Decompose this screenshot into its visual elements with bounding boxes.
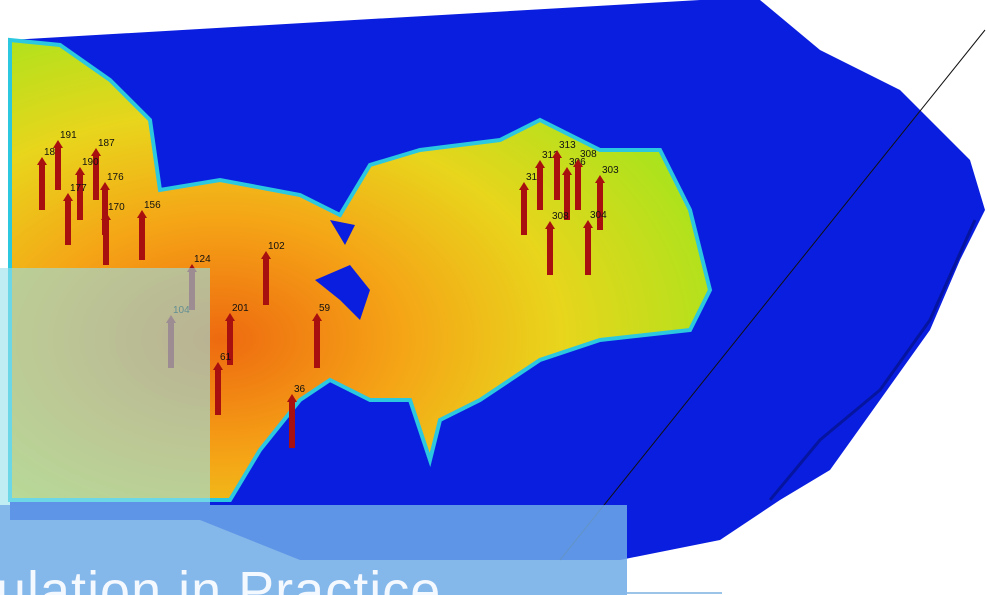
- well-label: 201: [232, 303, 249, 314]
- well-shaft: [521, 188, 527, 235]
- well-shaft: [139, 216, 145, 260]
- banner-title: ulation in Practice: [0, 560, 441, 595]
- well-label: 170: [108, 202, 125, 213]
- well-shaft: [575, 165, 581, 210]
- well-label: 308: [552, 211, 569, 222]
- overlay-panel: [0, 268, 210, 505]
- well-label: 36: [294, 384, 306, 395]
- well-label: 102: [268, 241, 285, 252]
- well-label: 190: [82, 157, 99, 168]
- well-shaft: [65, 199, 71, 245]
- well-shaft: [597, 181, 603, 230]
- well-shaft: [314, 319, 320, 368]
- well-label: 176: [107, 172, 124, 183]
- well-shaft: [263, 257, 269, 305]
- banner-rule: [627, 592, 722, 594]
- well-shaft: [103, 218, 109, 265]
- well-shaft: [77, 173, 83, 220]
- screenshot: 1891911871901771761701561241021042015961…: [0, 0, 987, 595]
- well-shaft: [554, 156, 560, 200]
- well-label: 308: [580, 149, 597, 160]
- well-label: 177: [70, 183, 87, 194]
- well-label: 156: [144, 200, 161, 211]
- well-label: 124: [194, 254, 211, 265]
- well-label: 313: [559, 140, 576, 151]
- well-shaft: [547, 227, 553, 275]
- well-label: 59: [319, 303, 331, 314]
- well-shaft: [289, 400, 295, 448]
- well-shaft: [215, 368, 221, 415]
- well-shaft: [537, 166, 543, 210]
- well-shaft: [39, 163, 45, 210]
- well-label: 191: [60, 130, 77, 141]
- well-label: 304: [590, 210, 607, 221]
- well-label: 187: [98, 138, 115, 149]
- well-label: 61: [220, 352, 232, 363]
- well-shaft: [585, 226, 591, 275]
- well-label: 303: [602, 165, 619, 176]
- well-shaft: [55, 146, 61, 190]
